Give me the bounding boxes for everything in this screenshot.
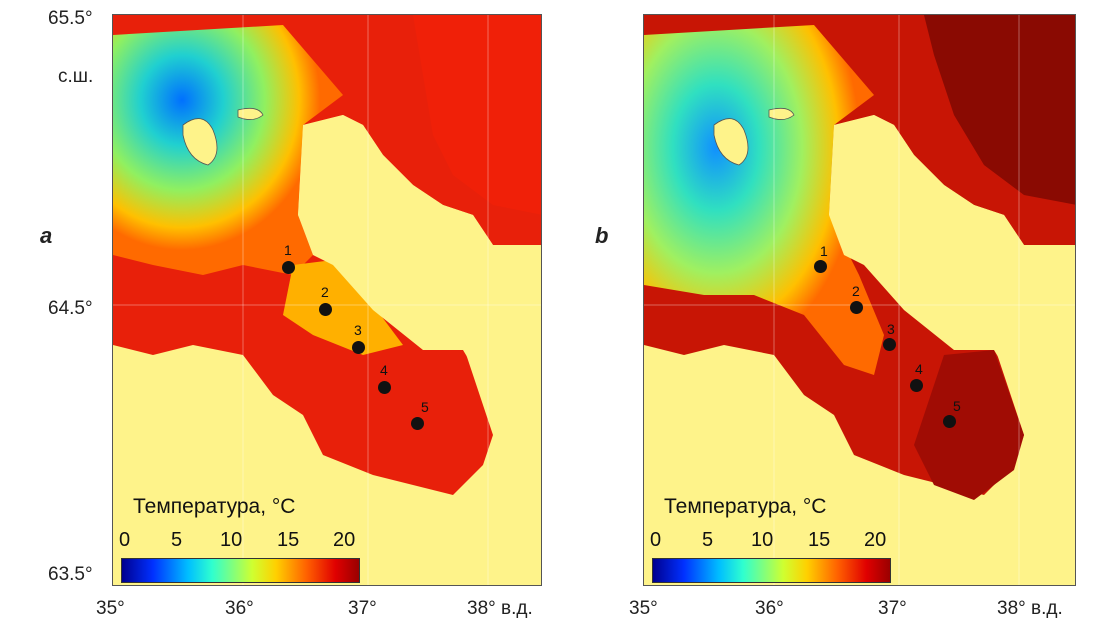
lat-label-65-5: 65.5°: [48, 8, 93, 29]
island-solovetsky: [182, 118, 218, 166]
station-marker: [814, 260, 827, 273]
station-marker: [282, 261, 295, 274]
colorbar-tick: 5: [702, 529, 714, 551]
colorbar-tick: 15: [277, 529, 300, 551]
colorbar-tick: 20: [864, 529, 887, 551]
island-small: [237, 107, 264, 120]
panel-letter-a: a: [40, 223, 53, 248]
map-panel-b: 1 2 3 4 5 Температура, °C 0 5 10 15 20: [643, 14, 1076, 586]
lon-label-38: 38° в.д.: [467, 598, 533, 619]
lon-label-38: 38° в.д.: [997, 598, 1063, 619]
sea-area-cool: [644, 25, 884, 375]
station-marker: [378, 381, 391, 394]
lon-label-36: 36°: [225, 598, 254, 619]
island-solovetsky: [713, 118, 749, 166]
colorbar: [652, 558, 891, 583]
station-label: 4: [380, 362, 388, 378]
lat-label-64-5: 64.5°: [48, 298, 93, 319]
station-marker: [411, 417, 424, 430]
colorbar-title: Температура, °C: [664, 495, 827, 518]
colorbar-tick: 15: [808, 529, 831, 551]
station-label: 1: [820, 243, 828, 259]
station-marker: [883, 338, 896, 351]
lon-label-35: 35°: [96, 598, 125, 619]
sea-area-east: [413, 15, 541, 215]
colorbar-tick: 10: [751, 529, 774, 551]
colorbar-tick: 5: [171, 529, 183, 551]
station-marker: [319, 303, 332, 316]
temperature-map-b: [644, 15, 1075, 585]
colorbar-tick: 0: [119, 529, 131, 551]
station-label: 2: [321, 284, 329, 300]
sea-area-cool: [113, 25, 343, 275]
panel-letter-b: b: [595, 223, 609, 248]
station-label: 5: [421, 399, 429, 415]
lon-label-35: 35°: [629, 598, 658, 619]
colorbar-tick: 0: [650, 529, 662, 551]
station-label: 3: [354, 322, 362, 338]
station-marker: [910, 379, 923, 392]
land-area: [113, 115, 541, 585]
colorbar-title: Температура, °C: [133, 495, 296, 518]
lat-label-63-5: 63.5°: [48, 564, 93, 585]
colorbar: [121, 558, 360, 583]
map-panel-a: 1 2 3 4 5 Температура, °C 0 5 10 15 20: [112, 14, 542, 586]
station-label: 1: [284, 242, 292, 258]
lon-label-36: 36°: [755, 598, 784, 619]
land-area: [644, 115, 1075, 585]
station-label: 5: [953, 398, 961, 414]
lon-label-37: 37°: [878, 598, 907, 619]
station-label: 3: [887, 321, 895, 337]
lat-unit-label: с.ш.: [58, 66, 94, 87]
lon-label-37: 37°: [348, 598, 377, 619]
station-marker: [352, 341, 365, 354]
station-marker: [850, 301, 863, 314]
colorbar-tick: 20: [333, 529, 356, 551]
colorbar-tick: 10: [220, 529, 243, 551]
station-marker: [943, 415, 956, 428]
island-small: [768, 107, 795, 120]
station-label: 2: [852, 283, 860, 299]
sea-area-gulf: [914, 350, 1024, 500]
temperature-map-a: [113, 15, 541, 585]
station-label: 4: [915, 361, 923, 377]
sea-area-transition: [283, 260, 403, 355]
sea-area-east: [924, 15, 1075, 205]
